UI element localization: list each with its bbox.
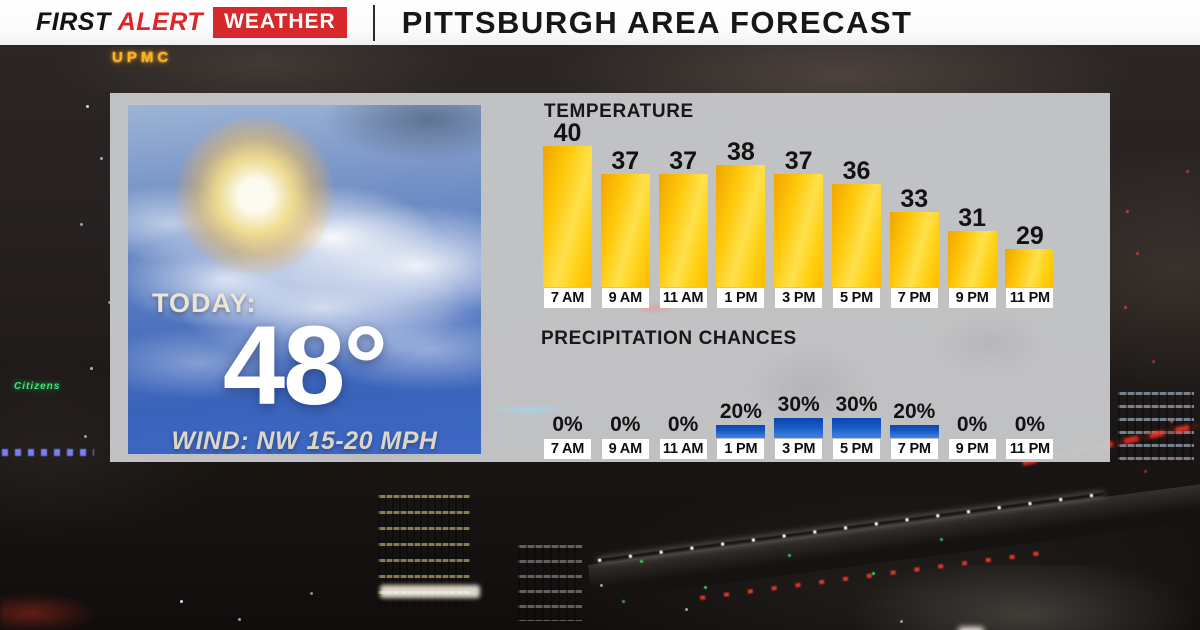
hour-label: 7 PM <box>890 288 938 308</box>
temp-bar <box>658 174 708 287</box>
temp-column: 36 5 PM <box>832 119 881 308</box>
red-neon-glow <box>0 593 100 630</box>
building-lobby-glow <box>380 585 480 598</box>
precip-column: 30% 5 PM <box>832 359 881 459</box>
precip-column: 0% 11 PM <box>1005 359 1054 459</box>
temp-value-label: 40 <box>553 119 582 147</box>
hour-label: 1 PM <box>717 439 765 459</box>
precip-bar <box>774 418 824 438</box>
temp-bar <box>947 231 997 287</box>
traffic-signal-lights <box>640 560 643 563</box>
upmc-building-sign: UPMC <box>112 49 173 66</box>
sun-behind-clouds-icon <box>128 105 481 454</box>
hour-label: 3 PM <box>775 288 823 308</box>
city-lights <box>86 105 89 108</box>
hour-label: 11 PM <box>1006 288 1054 308</box>
temperature-chart-title: TEMPERATURE <box>544 101 694 122</box>
temp-bar <box>1005 249 1055 287</box>
temp-value-label: 37 <box>784 147 813 175</box>
temp-column: 31 9 PM <box>947 119 997 308</box>
temp-column: 37 9 AM <box>600 119 650 308</box>
precip-value-label: 30% <box>777 393 820 416</box>
temp-column: 40 7 AM <box>543 119 592 308</box>
hour-label: 7 PM <box>890 439 938 459</box>
river-reflection <box>850 565 1200 630</box>
hour-label: 9 AM <box>601 288 649 308</box>
temp-bar <box>600 174 650 287</box>
hour-label: 7 AM <box>544 439 591 459</box>
lit-office-building <box>518 545 582 621</box>
hour-label: 9 PM <box>948 288 996 308</box>
dock-light <box>958 627 984 630</box>
hour-label: 9 PM <box>948 439 996 459</box>
blue-window-lights <box>2 449 94 456</box>
current-temperature: 48° <box>222 303 388 428</box>
precip-column: 0% 7 AM <box>543 359 592 459</box>
citizens-neon-sign: Citizens <box>14 381 61 392</box>
today-label: TODAY: <box>152 288 257 318</box>
hour-label: 9 AM <box>601 439 649 459</box>
precip-column: 20% 1 PM <box>716 359 766 459</box>
current-conditions-card: TODAY: 48° WIND: NW 15-20 MPH <box>128 105 481 454</box>
hour-label: 1 PM <box>717 288 765 308</box>
precip-bar <box>716 425 766 438</box>
temp-value-label: 33 <box>900 185 929 213</box>
precip-bar <box>832 418 881 438</box>
city-lights <box>1126 210 1129 213</box>
temp-bar <box>543 146 592 287</box>
temp-column: 33 7 PM <box>889 119 939 308</box>
hour-label: 7 AM <box>544 288 591 308</box>
temp-value-label: 31 <box>958 204 986 232</box>
hour-label: 11 AM <box>659 439 707 459</box>
temp-value-label: 38 <box>726 138 755 166</box>
header-divider <box>372 4 375 41</box>
precip-value-label: 20% <box>893 400 936 423</box>
precipitation-chart: 0% 7 AM 0% 9 AM 0% 11 AM 20% 1 PM 30% 3 PM 30% 5 PM… <box>543 359 1063 459</box>
precip-value-label: 0% <box>667 413 699 436</box>
temp-value-label: 36 <box>842 157 871 185</box>
precip-column: 0% 11 AM <box>659 359 708 459</box>
hour-label: 11 PM <box>1006 439 1054 459</box>
temp-column: 38 1 PM <box>716 119 766 308</box>
hour-label: 5 PM <box>833 439 880 459</box>
hour-label: 3 PM <box>775 439 823 459</box>
first-alert-weather-logo: FIRST ALERT WEATHER <box>36 7 347 38</box>
temp-bar <box>716 165 766 287</box>
temp-value-label: 29 <box>1015 222 1044 250</box>
temp-column: 37 11 AM <box>658 119 708 308</box>
logo-first-text: FIRST <box>36 8 111 36</box>
temp-bar <box>832 184 881 287</box>
hour-label: 11 AM <box>659 288 707 308</box>
temp-bar <box>774 174 824 287</box>
temp-value-label: 37 <box>611 147 640 175</box>
forecast-panel: TODAY: 48° WIND: NW 15-20 MPH TEMPERATUR… <box>110 93 1110 462</box>
precip-value-label: 0% <box>956 413 988 436</box>
precip-column: 0% 9 AM <box>601 359 650 459</box>
wind-info: WIND: NW 15-20 MPH <box>171 427 438 454</box>
precip-value-label: 0% <box>552 413 583 436</box>
header-bar: FIRST ALERT WEATHER PITTSBURGH AREA FORE… <box>0 0 1200 45</box>
precip-column: 0% 9 PM <box>948 359 997 459</box>
precipitation-chart-title: PRECIPITATION CHANCES <box>541 328 797 349</box>
page-title: PITTSBURGH AREA FORECAST <box>401 4 913 40</box>
precip-bar <box>889 425 939 438</box>
temp-bar <box>889 212 939 287</box>
hour-label: 5 PM <box>833 288 880 308</box>
temperature-chart: 40 7 AM 37 9 AM 37 11 AM 38 1 PM 37 3 PM 36 5 PM 33 7… <box>543 119 1063 308</box>
precip-column: 20% 7 PM <box>889 359 939 459</box>
precip-value-label: 0% <box>1014 413 1046 436</box>
temp-column: 37 3 PM <box>774 119 824 308</box>
logo-weather-badge: WEATHER <box>213 7 347 38</box>
temp-column: 29 11 PM <box>1005 119 1055 308</box>
city-lights <box>180 600 183 603</box>
precip-column: 30% 3 PM <box>774 359 824 459</box>
precip-value-label: 20% <box>719 400 762 423</box>
precip-value-label: 0% <box>610 413 641 436</box>
temp-value-label: 37 <box>669 147 697 175</box>
logo-alert-text: ALERT <box>117 8 204 36</box>
precip-value-label: 30% <box>835 393 878 416</box>
